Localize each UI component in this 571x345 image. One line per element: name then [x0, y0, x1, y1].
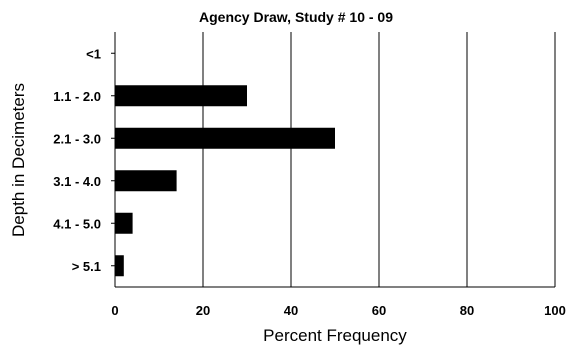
y-tick-label: <1 [86, 46, 101, 61]
bar [115, 85, 247, 107]
x-tick-labels: 0 20 40 60 80 100 [111, 303, 565, 318]
bars [115, 85, 335, 277]
y-tick-label: 1.1 - 2.0 [53, 89, 101, 104]
gridlines [202, 32, 556, 287]
x-tick-label: 0 [111, 303, 118, 318]
x-tick-label: 80 [460, 303, 474, 318]
y-tick-labels: <1 1.1 - 2.0 2.1 - 3.0 3.1 - 4.0 4.1 - 5.0 > … [53, 46, 101, 274]
y-tick-label: 4.1 - 5.0 [53, 216, 101, 231]
bar [115, 127, 335, 149]
x-tick-label: 40 [284, 303, 298, 318]
x-tick-label: 20 [196, 303, 210, 318]
chart-title: Agency Draw, Study # 10 - 09 [199, 9, 393, 25]
bar [115, 170, 177, 192]
y-tick-label: > 5.1 [72, 259, 101, 274]
x-axis-label: Percent Frequency [263, 326, 407, 345]
x-tick-label: 60 [372, 303, 386, 318]
y-axis-label: Depth in Decimeters [9, 83, 28, 237]
bar [115, 212, 133, 234]
x-tick-label: 100 [544, 303, 566, 318]
y-tick-label: 3.1 - 4.0 [53, 174, 101, 189]
axes [111, 32, 555, 288]
y-tick-label: 2.1 - 3.0 [53, 131, 101, 146]
bar [115, 255, 124, 277]
